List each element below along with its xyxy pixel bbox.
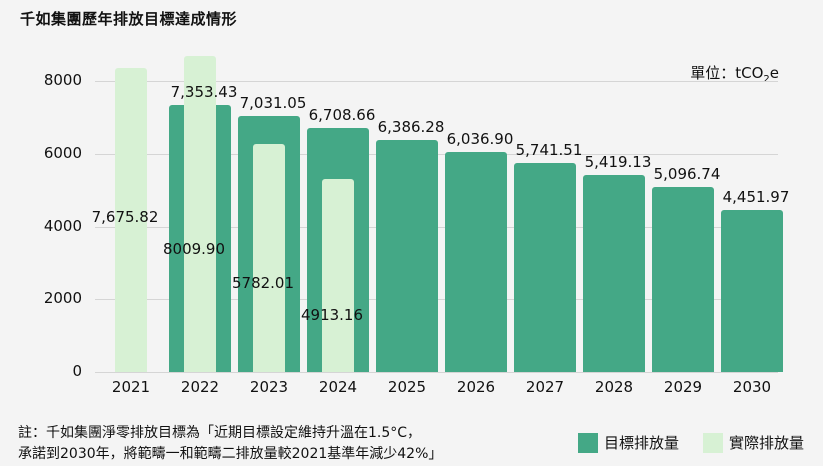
x-tick-label: 2030 [732,378,772,396]
x-tick-label: 2022 [180,378,220,396]
target-value-label: 7,031.05 [239,94,307,113]
target-bar [721,210,783,372]
legend-label-actual: 實際排放量 [729,434,805,452]
target-value-label: 6,708.66 [308,105,376,124]
x-tick-label: 2026 [456,378,496,396]
y-tick-label: 8000 [43,71,82,89]
actual-value-label: 7,675.82 [91,208,159,226]
legend-swatch-actual [703,432,724,453]
target-bar [376,139,438,372]
footnote-line-1: 註：千如集團淨零排放目標為「近期目標設定維持升溫在1.5°C， [18,425,422,441]
gridline [95,81,778,82]
actual-value-label: 8009.90 [162,240,226,258]
y-tick-label: 6000 [43,143,82,162]
x-tick-label: 2025 [387,378,427,396]
x-tick-label: 2024 [318,378,358,396]
unit-label: 單位：tCO2e [690,64,779,85]
y-tick-label: 2000 [43,289,82,308]
target-value-label: 5,419.13 [584,152,652,171]
x-tick-label: 2029 [663,378,703,396]
target-value-label: 5,096.74 [653,164,721,183]
actual-value-label: 4913.16 [300,306,364,324]
target-value-label: 4,451.97 [722,188,790,207]
legend-swatch-target [578,432,598,453]
target-bar [445,152,507,372]
y-tick-label: 0 [72,362,82,380]
target-bar [652,186,714,372]
actual-value-label: 5782.01 [231,274,295,292]
actual-bar [115,68,147,372]
target-value-label: 6,386.28 [377,117,445,136]
x-tick-label: 2021 [111,378,151,396]
x-tick-label: 2023 [249,378,289,396]
target-bar [583,174,645,372]
target-value-label: 6,036.90 [446,130,514,149]
footnote: 註：千如集團淨零排放目標為「近期目標設定維持升溫在1.5°C， 承諾到2030年… [18,423,442,465]
footnote-line-2: 承諾到2030年，將範疇一和範疇二排放量較2021基準年減少42%」 [18,446,443,462]
chart-title: 千如集團歷年排放目標達成情形 [20,10,238,28]
target-value-label: 7,353.43 [170,82,238,101]
x-tick-label: 2027 [525,378,565,396]
actual-bar [184,55,216,372]
y-tick-label: 4000 [43,216,82,235]
legend: 目標排放量 實際排放量 [578,432,804,453]
gridline [95,372,778,373]
actual-bar [253,143,285,372]
legend-label-target: 目標排放量 [604,434,680,452]
target-value-label: 5,741.51 [515,141,583,160]
x-tick-label: 2028 [594,378,634,396]
actual-bar [322,179,354,372]
target-bar [514,163,576,372]
